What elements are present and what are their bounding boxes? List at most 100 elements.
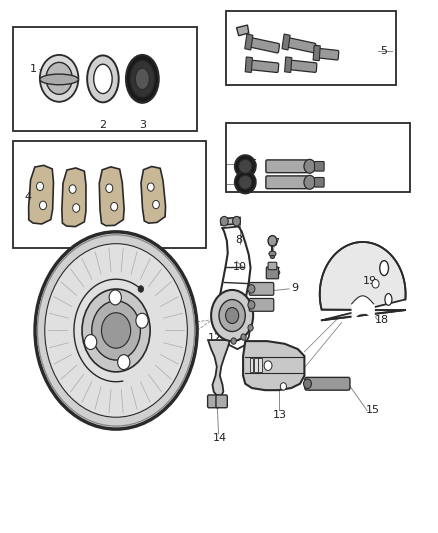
Polygon shape <box>28 165 53 224</box>
FancyBboxPatch shape <box>216 395 227 408</box>
Text: 10: 10 <box>233 262 247 271</box>
Bar <box>258 358 262 372</box>
Circle shape <box>136 313 148 328</box>
Text: 15: 15 <box>366 406 380 415</box>
Circle shape <box>82 289 150 372</box>
FancyBboxPatch shape <box>314 161 324 171</box>
Circle shape <box>152 200 159 208</box>
FancyBboxPatch shape <box>287 38 316 53</box>
Polygon shape <box>320 242 406 320</box>
Circle shape <box>219 300 245 332</box>
Circle shape <box>39 201 46 209</box>
Circle shape <box>45 244 187 417</box>
Ellipse shape <box>94 64 112 94</box>
Circle shape <box>220 216 228 226</box>
Text: 3: 3 <box>139 120 146 130</box>
Circle shape <box>304 159 315 173</box>
Ellipse shape <box>385 294 392 305</box>
FancyBboxPatch shape <box>249 298 274 311</box>
Ellipse shape <box>239 175 252 189</box>
Circle shape <box>233 216 240 226</box>
FancyBboxPatch shape <box>266 176 308 189</box>
Polygon shape <box>237 25 249 36</box>
Circle shape <box>248 301 255 309</box>
Bar <box>226 11 396 85</box>
FancyBboxPatch shape <box>305 377 350 390</box>
Circle shape <box>38 235 194 426</box>
Text: 1: 1 <box>29 64 36 74</box>
Polygon shape <box>243 341 304 390</box>
Bar <box>245 34 253 50</box>
Text: 9: 9 <box>291 283 298 293</box>
Circle shape <box>241 334 246 340</box>
Bar <box>313 45 320 61</box>
Circle shape <box>111 203 118 211</box>
Circle shape <box>231 338 236 344</box>
FancyBboxPatch shape <box>290 60 317 72</box>
Bar <box>226 123 410 192</box>
Circle shape <box>264 361 272 370</box>
Text: 19: 19 <box>363 277 377 286</box>
Circle shape <box>118 354 130 369</box>
Circle shape <box>226 308 239 324</box>
Ellipse shape <box>40 74 78 85</box>
Circle shape <box>73 204 80 212</box>
Ellipse shape <box>239 159 252 173</box>
Ellipse shape <box>126 55 159 103</box>
Circle shape <box>148 183 154 191</box>
Ellipse shape <box>270 255 275 259</box>
Ellipse shape <box>235 155 256 177</box>
FancyBboxPatch shape <box>268 262 277 270</box>
Circle shape <box>248 325 253 331</box>
Polygon shape <box>208 340 230 395</box>
Text: 11: 11 <box>70 296 84 306</box>
Circle shape <box>109 290 121 305</box>
Circle shape <box>138 286 144 292</box>
Bar <box>254 358 258 372</box>
Ellipse shape <box>135 68 149 90</box>
Text: 4: 4 <box>25 192 32 202</box>
Circle shape <box>372 279 379 288</box>
Circle shape <box>211 290 253 341</box>
Ellipse shape <box>269 251 276 256</box>
Text: 17: 17 <box>245 179 258 189</box>
FancyBboxPatch shape <box>266 160 308 173</box>
Bar <box>245 57 252 72</box>
Polygon shape <box>62 168 86 227</box>
Bar <box>13 27 197 131</box>
Text: 14: 14 <box>213 433 227 443</box>
FancyBboxPatch shape <box>208 395 219 408</box>
Text: 16: 16 <box>245 159 258 169</box>
Bar <box>282 34 290 50</box>
Polygon shape <box>221 217 240 225</box>
Circle shape <box>106 184 113 192</box>
Ellipse shape <box>40 55 78 102</box>
Circle shape <box>304 175 315 189</box>
Bar <box>250 358 253 372</box>
Circle shape <box>35 232 197 429</box>
Circle shape <box>36 182 43 191</box>
Text: 2: 2 <box>99 120 106 130</box>
Text: 5: 5 <box>380 46 387 55</box>
Circle shape <box>304 379 311 389</box>
Circle shape <box>248 285 255 293</box>
Text: 18: 18 <box>375 315 389 325</box>
Polygon shape <box>141 166 166 223</box>
Circle shape <box>102 313 131 348</box>
Ellipse shape <box>87 55 119 102</box>
Circle shape <box>85 335 97 350</box>
Text: 8: 8 <box>235 235 242 245</box>
Text: 7: 7 <box>272 238 279 247</box>
FancyBboxPatch shape <box>266 267 279 279</box>
FancyBboxPatch shape <box>314 177 324 187</box>
Bar <box>285 57 292 72</box>
Polygon shape <box>99 167 124 225</box>
Circle shape <box>280 383 286 390</box>
FancyBboxPatch shape <box>249 282 274 295</box>
FancyBboxPatch shape <box>250 60 279 72</box>
Circle shape <box>92 301 140 360</box>
Bar <box>13 141 206 248</box>
Text: 13: 13 <box>272 410 286 419</box>
Text: 12: 12 <box>208 333 222 343</box>
Ellipse shape <box>46 62 72 94</box>
